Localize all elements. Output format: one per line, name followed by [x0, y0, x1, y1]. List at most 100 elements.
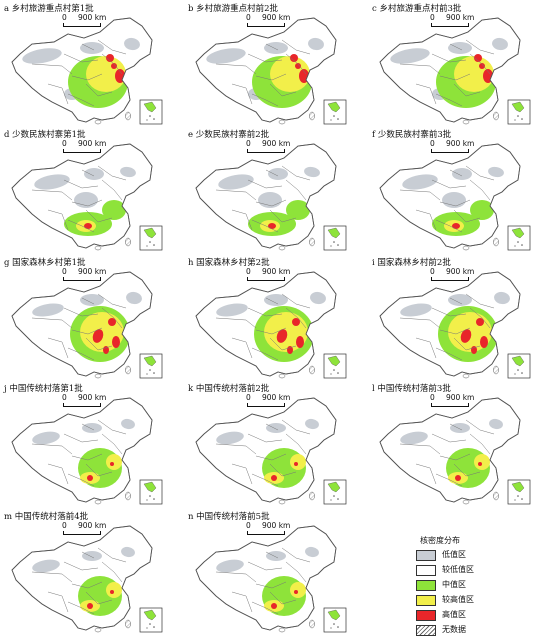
legend-label: 高值区 [442, 610, 466, 619]
scale-line [63, 23, 101, 27]
scale-zero: 0 [430, 267, 435, 276]
scale-line [431, 403, 469, 407]
map-panel-title: n 中国传统村落前5批 [188, 512, 270, 522]
map-panel: c 乡村旅游重点村前3批 0 900 km [370, 2, 540, 126]
map-panel-title: k 中国传统村落前2批 [188, 384, 270, 394]
map-panel: f 少数民族村寨前3批 0 900 km [370, 128, 540, 252]
scale-bar: 0 900 km [60, 393, 124, 407]
scale-distance: 900 km [262, 521, 291, 530]
scale-line [247, 403, 285, 407]
scale-zero: 0 [62, 521, 67, 530]
scale-zero: 0 [62, 13, 67, 22]
legend-swatch [416, 580, 436, 591]
scale-distance: 900 km [78, 139, 107, 148]
scale-distance: 900 km [446, 393, 475, 402]
scale-line [63, 531, 101, 535]
scale-zero: 0 [246, 139, 251, 148]
scale-zero: 0 [62, 139, 67, 148]
scale-distance: 900 km [78, 267, 107, 276]
scale-bar: 0 900 km [60, 139, 124, 153]
scale-line [247, 277, 285, 281]
scale-zero: 0 [430, 393, 435, 402]
legend-title: 核密度分布 [420, 536, 460, 545]
map-panel: b 乡村旅游重点村前2批 0 900 km [186, 2, 362, 126]
map-panel-title: h 国家森林乡村第2批 [188, 258, 270, 268]
legend-label: 低值区 [442, 550, 466, 559]
map-panel-title: e 少数民族村寨前2批 [188, 130, 270, 140]
scale-bar: 0 900 km [60, 13, 124, 27]
legend-item-lower: 较低值区 [416, 564, 526, 576]
map-panel-title: g 国家森林乡村第1批 [4, 258, 86, 268]
scale-distance: 900 km [78, 13, 107, 22]
scale-distance: 900 km [78, 521, 107, 530]
scale-distance: 900 km [262, 267, 291, 276]
scale-distance: 900 km [262, 13, 291, 22]
legend: 核密度分布 低值区 较低值区 中值区 较高值区 高值区 无数据 [412, 535, 522, 639]
map-panel: h 国家森林乡村第2批 0 900 km [186, 256, 362, 380]
map-panel: l 中国传统村落前3批 0 900 km [370, 382, 540, 506]
scale-bar: 0 900 km [244, 13, 308, 27]
legend-item-low: 低值区 [416, 549, 526, 561]
map-panel-title: j 中国传统村落第1批 [4, 384, 83, 394]
legend-item-nodata: 无数据 [416, 624, 526, 636]
scale-distance: 900 km [78, 393, 107, 402]
scale-line [431, 23, 469, 27]
scale-distance: 900 km [262, 393, 291, 402]
legend-label: 无数据 [442, 625, 466, 634]
scale-zero: 0 [246, 267, 251, 276]
scale-zero: 0 [62, 267, 67, 276]
legend-swatch [416, 625, 436, 636]
legend-item-mid: 中值区 [416, 579, 526, 591]
scale-line [63, 403, 101, 407]
map-panel-title: d 少数民族村寨第1批 [4, 130, 86, 140]
scale-zero: 0 [246, 13, 251, 22]
map-panel-title: f 少数民族村寨前3批 [372, 130, 452, 140]
map-panel-title: c 乡村旅游重点村前3批 [372, 4, 462, 14]
legend-swatch [416, 565, 436, 576]
legend-item-high: 高值区 [416, 609, 526, 621]
scale-bar: 0 900 km [60, 267, 124, 281]
map-panel: d 少数民族村寨第1批 0 900 km [2, 128, 178, 252]
scale-zero: 0 [430, 139, 435, 148]
map-panel-title: l 中国传统村落前3批 [372, 384, 451, 394]
legend-swatch [416, 550, 436, 561]
scale-zero: 0 [430, 13, 435, 22]
scale-bar: 0 900 km [244, 139, 308, 153]
scale-bar: 0 900 km [244, 393, 308, 407]
scale-bar: 0 900 km [244, 521, 308, 535]
map-panel: a 乡村旅游重点村第1批 0 900 km [2, 2, 178, 126]
map-panel: g 国家森林乡村第1批 0 900 km [2, 256, 178, 380]
scale-distance: 900 km [446, 267, 475, 276]
scale-bar: 0 900 km [428, 393, 492, 407]
scale-zero: 0 [62, 393, 67, 402]
scale-distance: 900 km [446, 139, 475, 148]
legend-swatch [416, 595, 436, 606]
scale-bar: 0 900 km [428, 139, 492, 153]
map-panel: k 中国传统村落前2批 0 900 km [186, 382, 362, 506]
map-panel-title: i 国家森林乡村前2批 [372, 258, 451, 268]
map-panel: n 中国传统村落前5批 0 900 km [186, 510, 362, 634]
scale-bar: 0 900 km [428, 267, 492, 281]
map-panel: i 国家森林乡村前2批 0 900 km [370, 256, 540, 380]
scale-distance: 900 km [262, 139, 291, 148]
map-panel-title: m 中国传统村落前4批 [4, 512, 89, 522]
legend-swatch [416, 610, 436, 621]
scale-line [431, 277, 469, 281]
scale-line [63, 149, 101, 153]
legend-label: 较低值区 [442, 565, 474, 574]
scale-distance: 900 km [446, 13, 475, 22]
map-panel-title: b 乡村旅游重点村前2批 [188, 4, 279, 14]
scale-line [431, 149, 469, 153]
legend-item-higher: 较高值区 [416, 594, 526, 606]
scale-line [247, 149, 285, 153]
scale-bar: 0 900 km [428, 13, 492, 27]
scale-zero: 0 [246, 393, 251, 402]
scale-zero: 0 [246, 521, 251, 530]
map-panel-title: a 乡村旅游重点村第1批 [4, 4, 94, 14]
scale-bar: 0 900 km [60, 521, 124, 535]
map-panel: m 中国传统村落前4批 0 900 km [2, 510, 178, 634]
legend-label: 中值区 [442, 580, 466, 589]
scale-line [247, 23, 285, 27]
map-panel: j 中国传统村落第1批 0 900 km [2, 382, 178, 506]
legend-label: 较高值区 [442, 595, 474, 604]
